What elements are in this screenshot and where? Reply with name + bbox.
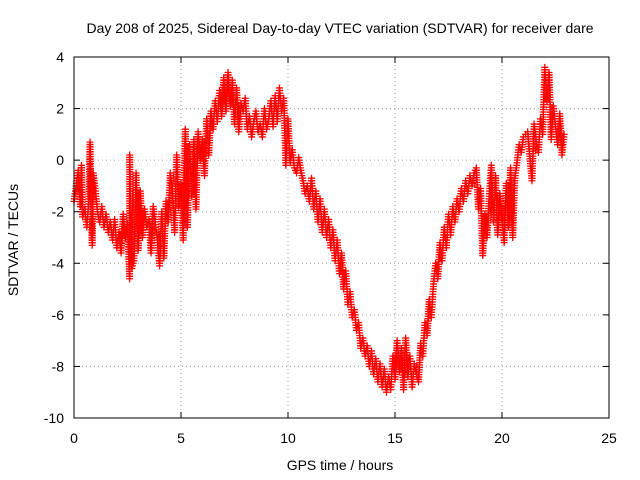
y-tick-label: -2: [52, 204, 65, 220]
data-point: [560, 130, 568, 138]
x-tick-label: 20: [494, 430, 510, 446]
data-points: [70, 63, 568, 396]
plot-frame: [73, 56, 610, 419]
y-tick-label: -6: [52, 307, 65, 323]
y-tick-label: -10: [44, 410, 64, 426]
y-tick-label: 2: [56, 101, 64, 117]
chart-title: Day 208 of 2025, Sidereal Day-to-day VTE…: [86, 20, 593, 36]
x-tick-label: 25: [601, 430, 617, 446]
y-axis-label: SDTVAR / TECUs: [5, 184, 21, 296]
x-tick-label: 0: [70, 430, 78, 446]
x-tick-label: 15: [387, 430, 403, 446]
x-axis-label: GPS time / hours: [287, 457, 394, 473]
y-tick-label: -4: [52, 255, 65, 271]
x-tick-label: 5: [177, 430, 185, 446]
y-tick-label: 4: [56, 49, 64, 65]
y-tick-label: 0: [56, 152, 64, 168]
y-tick-label: -8: [52, 358, 65, 374]
x-tick-label: 10: [280, 430, 296, 446]
